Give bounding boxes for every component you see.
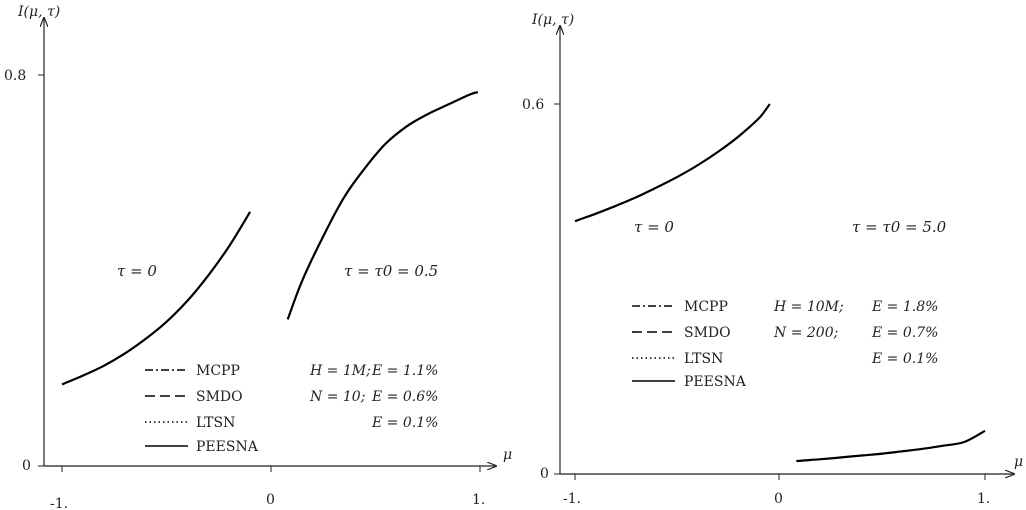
right-legend-error-mcpp: E = 1.8% [871, 299, 938, 315]
right-legend-note-smdo: N = 200; [773, 325, 838, 341]
left-annotation-tau0: τ = 0 [117, 262, 157, 280]
right-legend-error-ltsn: E = 0.1% [871, 351, 938, 367]
left-legend-label-smdo: SMDO [196, 389, 243, 405]
left-xtick-label-0: 0 [266, 492, 275, 508]
left-y-axis-label: I(μ, τ) [17, 4, 60, 20]
left-xtick-label-1: 1. [472, 492, 485, 508]
right-curve-tau0 [574, 103, 771, 223]
right-legend-label-peesna: PEESNA [684, 374, 747, 390]
right-x-axis-label: μ [1014, 454, 1023, 470]
right-legend-label-mcpp: MCPP [684, 299, 728, 315]
right-ytick-label-06: 0.6 [522, 97, 544, 113]
left-panel: I(μ, τ) μ 0 0.8 -1. 0 1. τ = 0 τ = τ0 = … [4, 4, 512, 510]
right-curve-tau5 [796, 429, 986, 463]
left-legend-error-mcpp: E = 1.1% [371, 363, 438, 379]
right-xtick-label-1: 1. [977, 491, 990, 507]
right-y-axis-label: I(μ, τ) [531, 12, 574, 28]
left-legend-error-ltsn: E = 0.1% [371, 415, 438, 431]
left-legend: MCPP H = 1M; E = 1.1% SMDO N = 10; E = 0… [145, 363, 438, 455]
left-annotation-tau05: τ = τ0 = 0.5 [344, 262, 438, 280]
left-xtick-label-m1: -1. [50, 496, 68, 510]
right-legend-note-mcpp: H = 10M; [773, 299, 844, 315]
left-legend-label-ltsn: LTSN [196, 415, 235, 431]
right-legend-label-smdo: SMDO [684, 325, 731, 341]
left-legend-note-mcpp: H = 1M; [309, 363, 371, 379]
right-xtick-label-m1: -1. [563, 491, 581, 507]
right-ytick-label-0: 0 [540, 466, 549, 482]
right-panel: I(μ, τ) μ 0 0.6 -1. 0 1. τ = 0 τ = τ0 = … [522, 12, 1023, 507]
left-x-axis-label: μ [503, 447, 512, 463]
left-curve-tau05 [286, 91, 479, 320]
left-ytick-label-08: 0.8 [4, 68, 26, 84]
right-legend-label-ltsn: LTSN [684, 351, 723, 367]
left-curve-tau0 [61, 211, 252, 386]
right-legend-error-smdo: E = 0.7% [871, 325, 938, 341]
right-xtick-label-0: 0 [774, 491, 783, 507]
left-legend-error-smdo: E = 0.6% [371, 389, 438, 405]
left-legend-label-peesna: PEESNA [196, 439, 259, 455]
right-legend: MCPP H = 10M; E = 1.8% SMDO N = 200; E =… [632, 299, 938, 390]
left-legend-label-mcpp: MCPP [196, 363, 240, 379]
right-annotation-tau0: τ = 0 [634, 218, 674, 236]
right-annotation-tau5: τ = τ0 = 5.0 [852, 218, 947, 236]
left-legend-note-smdo: N = 10; [309, 389, 365, 405]
left-ytick-label-0: 0 [22, 458, 31, 474]
